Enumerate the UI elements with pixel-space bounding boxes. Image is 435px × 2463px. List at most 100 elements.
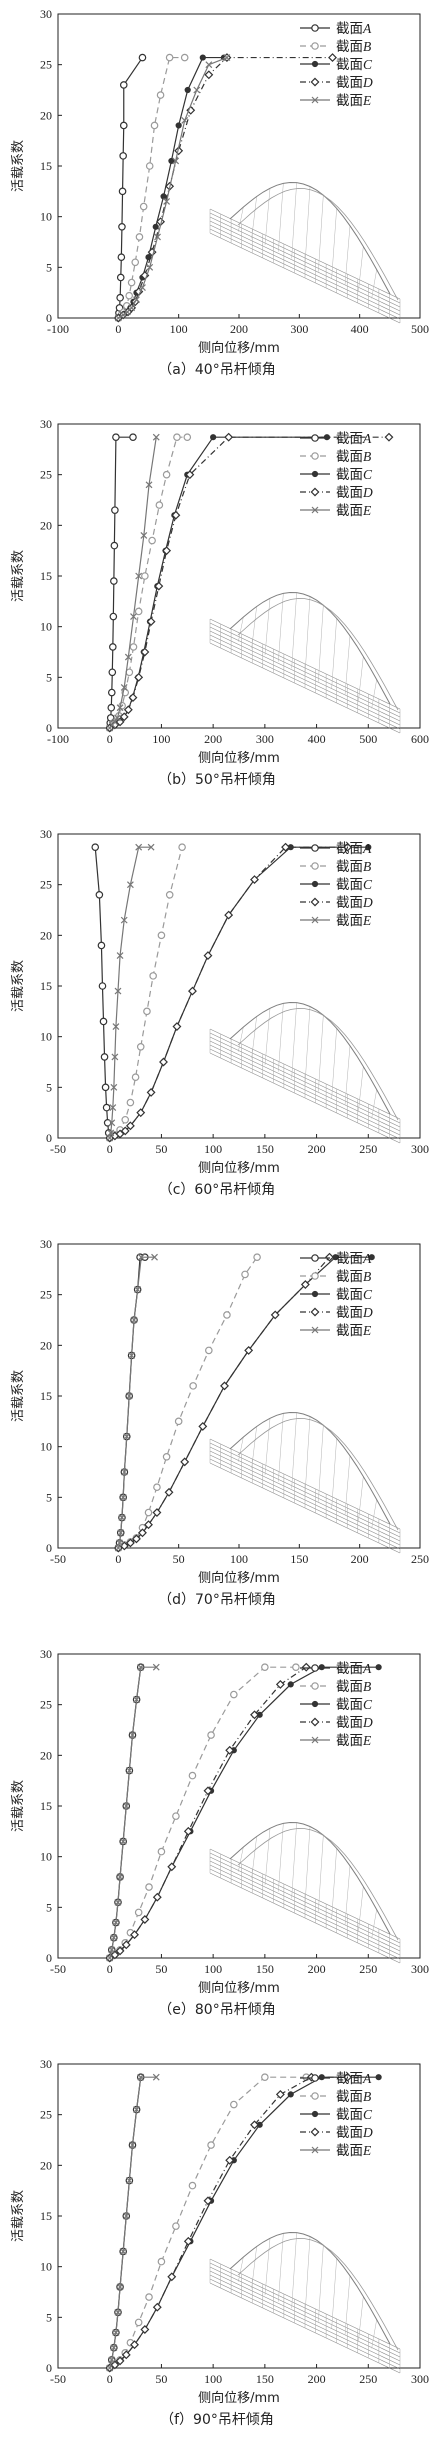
series-D-point [183, 2236, 193, 2246]
series-D-point [121, 2350, 131, 2360]
x-tick-label: 150 [290, 1552, 308, 1566]
series-B-point [261, 2073, 269, 2081]
x-tick-label: 200 [351, 1552, 369, 1566]
series-B-point [157, 931, 166, 940]
x-tick-label: 100 [204, 1142, 222, 1156]
series-D-point [203, 951, 213, 961]
legend-label-suffix: C [363, 467, 373, 482]
series-D-point [220, 1381, 229, 1391]
series-A-point [99, 1017, 108, 1026]
x-tick-label: 300 [411, 2372, 429, 2386]
series-B-point [156, 91, 165, 99]
series-E-point [114, 1898, 122, 1906]
series-B-point [162, 470, 171, 479]
legend-label: 截面B [336, 859, 371, 875]
series-E-point [133, 296, 140, 304]
series-B-point [127, 278, 136, 287]
x-tick-label: 400 [351, 322, 369, 336]
legend-marker [311, 24, 319, 32]
legend-label: 截面D [336, 2125, 373, 2141]
series-A-point [107, 688, 116, 697]
series-B-point [134, 1908, 143, 1917]
legend-marker [310, 487, 320, 497]
x-tick-label: 300 [411, 1962, 429, 1976]
legend-marker [310, 77, 320, 87]
series-E-point [145, 481, 153, 489]
series-E-point [135, 843, 143, 851]
legend-label-text: 截面 [336, 2071, 363, 2087]
series-D-point [244, 1345, 254, 1355]
series-D-point [250, 2120, 259, 2130]
x-tick-label: 0 [107, 1142, 113, 1156]
series-E-point [123, 1433, 131, 1440]
series-D-point [250, 875, 259, 885]
legend-label: 截面A [336, 1661, 372, 1677]
series-D-point [164, 1487, 174, 1497]
legend-marker [311, 2092, 319, 2100]
series-A-point [98, 982, 107, 990]
series-D-point [130, 2340, 139, 2350]
series-D-point [270, 1310, 280, 1320]
x-tick-label: 50 [155, 2372, 167, 2386]
series-E-point [128, 1352, 136, 1359]
legend-label-suffix: D [362, 1715, 373, 1730]
legend-label-suffix: A [362, 1251, 372, 1266]
legend-label-text: 截面 [336, 2125, 363, 2141]
subfigure-caption: （d）70°吊杆倾角 [158, 1592, 276, 1608]
series-A-point [119, 121, 128, 130]
legend-label-suffix: D [362, 2125, 373, 2140]
series-A-point [129, 433, 137, 441]
legend-marker [311, 60, 319, 68]
series-D-line [109, 846, 348, 1139]
series-E-point [112, 2329, 120, 2336]
x-tick-label: 150 [256, 1142, 274, 1156]
legend-label-suffix: A [362, 841, 372, 856]
x-tick-label: 600 [411, 732, 429, 746]
series-E-point [129, 1731, 136, 1739]
series-D-point [300, 1280, 310, 1289]
y-tick-label: 30 [40, 827, 52, 841]
x-tick-label: 400 [308, 732, 326, 746]
legend-label: 截面B [336, 1679, 371, 1695]
series-E-point [125, 2177, 133, 2184]
series-E-point [124, 653, 132, 661]
x-tick-label: 250 [411, 1552, 429, 1566]
chart-panel: -100 0 100 200 300 400 500 0 5 10 15 20 25 30 侧向位移/mm 活… [0, 0, 435, 410]
series-B-point [207, 2141, 215, 2149]
chart-svg: -50 0 50 100 150 200 250051015202530侧向位移/mm活载系… [11, 1237, 429, 1608]
series-E-point [122, 2212, 130, 2220]
series-E-point [128, 304, 136, 312]
series-A-point [110, 541, 119, 550]
series-D-point [152, 2302, 162, 2312]
series-E-point [119, 311, 127, 319]
y-tick-label: 25 [40, 878, 52, 892]
series-B-point [145, 162, 154, 170]
series-B-point [253, 1253, 261, 1261]
legend-label-text: 截面 [336, 1323, 363, 1339]
legend-label: 截面C [336, 1287, 373, 1303]
legend-marker [311, 1272, 319, 1280]
series-E-point [114, 714, 121, 722]
y-tick-label: 20 [40, 108, 52, 122]
legend-marker [311, 470, 319, 478]
series-C [106, 434, 331, 732]
series-C-point [287, 1681, 294, 1688]
series-C-line [118, 1256, 372, 1549]
series-D [105, 2072, 353, 2373]
series-C-point [184, 86, 191, 94]
legend-label: 截面A [336, 1251, 372, 1267]
series-B-point [144, 1508, 153, 1517]
y-tick-label: 25 [40, 1288, 52, 1302]
legend-marker [311, 2074, 319, 2082]
series-A-point [103, 1118, 112, 1127]
series-B [105, 2073, 311, 2372]
series-D-point [224, 910, 234, 920]
series-D-point [167, 2272, 177, 2282]
series-A-point [110, 577, 118, 585]
series-D-point [225, 1745, 235, 1755]
legend-label: 截面E [336, 93, 372, 109]
series-C-line [109, 846, 369, 1139]
series-D-point [188, 986, 197, 996]
legend-marker [310, 897, 320, 907]
